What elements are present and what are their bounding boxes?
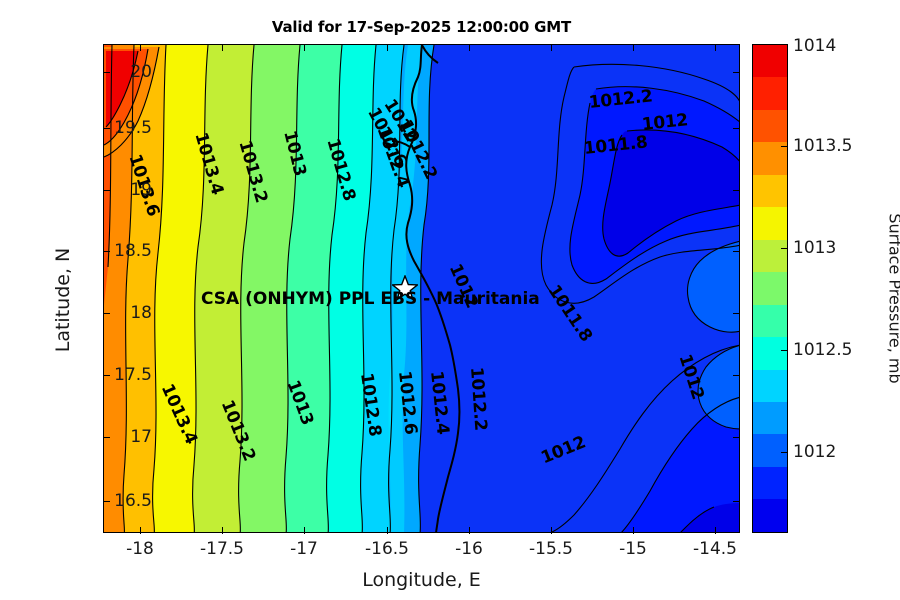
y-tick-mark [103, 251, 110, 252]
filled-contour-bands [104, 45, 739, 532]
y-tick-mark [103, 313, 110, 314]
y-axis-tick-label: 19.5 [114, 118, 152, 138]
y-tick-mark-right [733, 501, 740, 502]
x-axis-tick-label: -14.5 [693, 539, 737, 559]
y-tick-mark-right [733, 128, 740, 129]
y-tick-mark [103, 72, 110, 73]
star-marker [392, 275, 418, 301]
colorbar-tick-label: 1013 [793, 238, 837, 258]
colorbar-band [753, 434, 787, 467]
x-tick-mark [469, 527, 470, 534]
colorbar-band [753, 109, 787, 143]
y-axis-tick-label: 18.5 [114, 241, 152, 261]
x-tick-mark [715, 527, 716, 534]
colorbar-band [753, 207, 787, 240]
x-tick-mark-top [304, 44, 305, 51]
colorbar [752, 44, 788, 533]
x-tick-mark [387, 527, 388, 534]
y-tick-mark [103, 128, 110, 129]
x-axis-tick-label: -16.5 [365, 539, 409, 559]
x-tick-mark-top [140, 44, 141, 51]
colorbar-band [753, 499, 787, 532]
x-tick-mark-top [469, 44, 470, 51]
x-axis-tick-label: -17.5 [200, 539, 244, 559]
colorbar-band [753, 45, 787, 78]
x-tick-mark-top [715, 44, 716, 51]
y-tick-mark-right [733, 190, 740, 191]
colorbar-tick-mark [781, 44, 788, 45]
x-axis-tick-label: -18 [126, 539, 154, 559]
y-tick-mark-right [733, 251, 740, 252]
y-tick-mark [103, 501, 110, 502]
colorbar-tick-mark [781, 248, 788, 249]
colorbar-band [753, 304, 787, 338]
y-tick-mark [103, 190, 110, 191]
contour-field [104, 45, 739, 532]
y-axis-tick-label: 18 [130, 303, 152, 323]
y-axis-tick-label: 17.5 [114, 365, 152, 385]
x-axis-tick-label: -15 [619, 539, 647, 559]
x-tick-mark [304, 527, 305, 534]
figure-title: Valid for 17-Sep-2025 12:00:00 GMT [271, 18, 572, 36]
x-tick-mark-top [387, 44, 388, 51]
x-axis-tick-label: -17 [290, 539, 318, 559]
y-axis-title: Latitude, N [52, 247, 74, 353]
x-tick-mark [140, 527, 141, 534]
x-tick-mark [633, 527, 634, 534]
contour-lines [104, 45, 739, 532]
x-tick-mark [551, 527, 552, 534]
colorbar-band [753, 401, 787, 435]
y-tick-mark [103, 437, 110, 438]
colorbar-band [753, 466, 787, 500]
x-axis-title: Longitude, E [362, 569, 481, 591]
colorbar-tick-label: 1012.5 [793, 340, 853, 360]
y-axis-tick-label: 16.5 [114, 491, 152, 511]
colorbar-tick-mark [781, 350, 788, 351]
x-axis-tick-label: -16 [455, 539, 483, 559]
colorbar-tick-mark [781, 452, 788, 453]
colorbar-tick-mark [781, 146, 788, 147]
x-axis-tick-label: -15.5 [529, 539, 573, 559]
x-tick-mark [222, 527, 223, 534]
coastline [391, 45, 461, 532]
x-tick-mark-top [633, 44, 634, 51]
colorbar-band [753, 142, 787, 175]
colorbar-band [753, 337, 787, 370]
x-tick-mark-top [551, 44, 552, 51]
colorbar-tick-label: 1014 [793, 36, 837, 56]
y-tick-mark [103, 375, 110, 376]
colorbar-band [753, 77, 787, 110]
y-tick-mark-right [733, 437, 740, 438]
y-tick-mark-right [733, 375, 740, 376]
colorbar-band [753, 272, 787, 305]
site-annotation-label: CSA (ONHYM) PPL EBS - Mauritania [201, 289, 540, 309]
colorbar-title: Surface Pressure, mb [885, 213, 900, 384]
y-axis-tick-label: 17 [130, 427, 152, 447]
y-axis-tick-label: 20 [130, 62, 152, 82]
contour-plot-area: 1013.6 1013.4 1013.2 1013 1012.8 1012.6 … [103, 44, 740, 533]
y-axis-tick-label: 19 [130, 180, 152, 200]
colorbar-tick-label: 1013.5 [793, 136, 853, 156]
y-tick-mark-right [733, 72, 740, 73]
y-tick-mark-right [733, 313, 740, 314]
colorbar-band [753, 239, 787, 273]
colorbar-band [753, 369, 787, 402]
colorbar-tick-label: 1012 [793, 442, 837, 462]
colorbar-band [753, 174, 787, 208]
x-tick-mark-top [222, 44, 223, 51]
